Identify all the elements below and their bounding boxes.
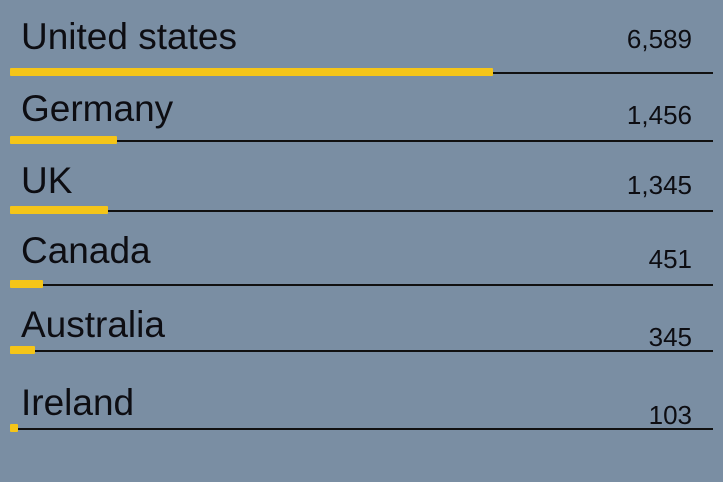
chart-row-germany: Germany 1,456 <box>0 86 723 156</box>
category-label: UK <box>21 160 73 201</box>
chart-row-ireland: Ireland 103 <box>0 380 723 450</box>
value-label: 345 <box>648 322 692 352</box>
chart-row-canada: Canada 451 <box>0 228 723 298</box>
chart-row-uk: UK 1,345 <box>0 158 723 228</box>
row-divider <box>10 140 713 142</box>
chart-row-australia: Australia 345 <box>0 302 723 372</box>
bar <box>10 68 493 76</box>
bar <box>10 280 43 288</box>
category-label: Germany <box>21 88 174 129</box>
category-label: United states <box>21 16 237 57</box>
value-label: 103 <box>648 400 692 430</box>
row-divider <box>10 350 713 352</box>
category-label: Australia <box>21 304 165 345</box>
row-divider <box>10 428 713 430</box>
row-divider <box>10 210 713 212</box>
value-label: 1,456 <box>626 100 692 130</box>
bar <box>10 346 35 354</box>
category-label: Canada <box>21 230 151 271</box>
category-label: Ireland <box>21 382 135 423</box>
value-label: 451 <box>648 244 692 274</box>
value-label: 1,345 <box>626 170 692 200</box>
bar <box>10 424 18 432</box>
bar <box>10 136 117 144</box>
value-label: 6,589 <box>626 24 692 54</box>
row-divider <box>10 284 713 286</box>
chart-row-united-states: United states 6,589 <box>0 14 723 84</box>
bar <box>10 206 108 214</box>
